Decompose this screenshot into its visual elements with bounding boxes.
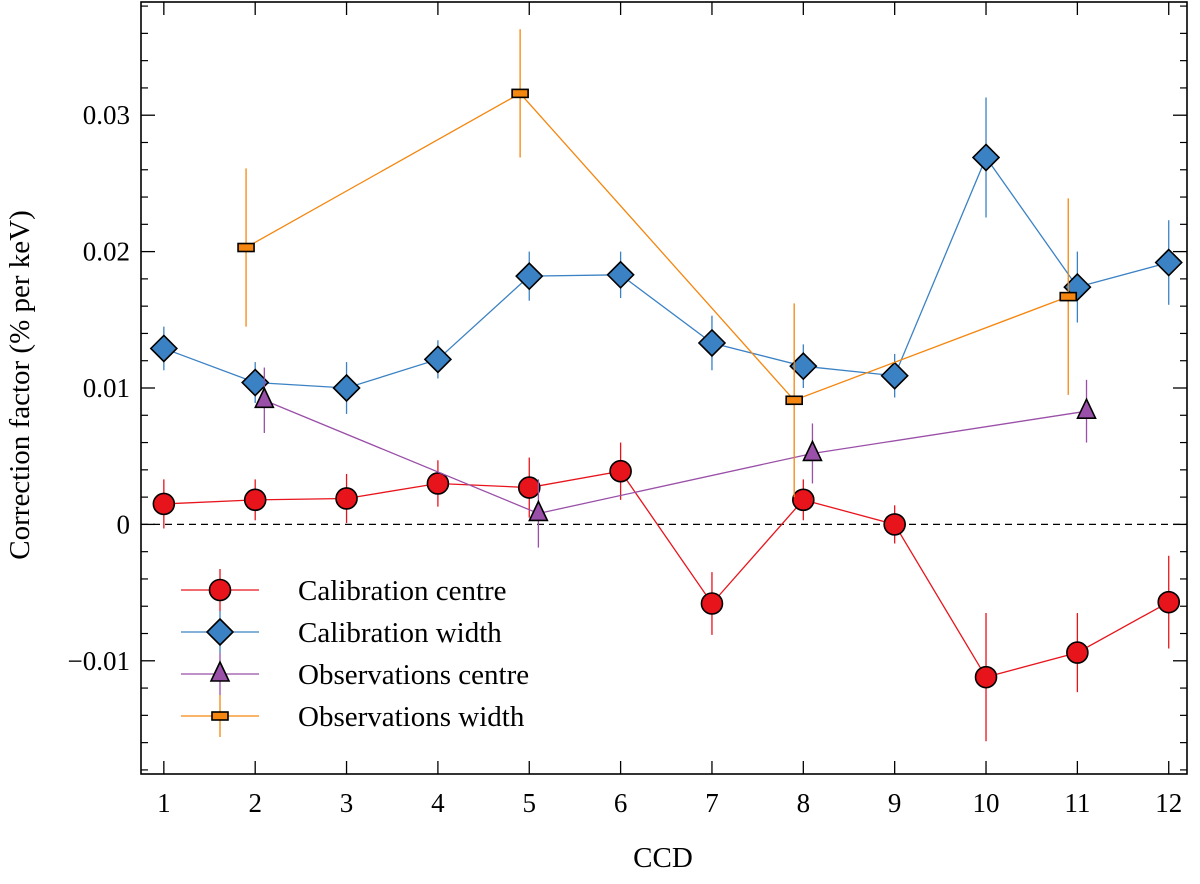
data-point (243, 488, 267, 512)
series-layer (149, 29, 1183, 742)
x-tick-label: 11 (1064, 788, 1090, 818)
x-tick-label: 10 (973, 788, 1000, 818)
legend-entry-1: Calibration centre (181, 569, 507, 611)
y-axis-label: Correction factor (% per keV) (4, 210, 36, 559)
data-point (423, 345, 453, 374)
data-point (511, 88, 529, 99)
x-tick-label: 2 (248, 788, 262, 818)
y-tick-label: 0.03 (83, 100, 130, 130)
series-line (264, 399, 1087, 515)
data-point (515, 262, 544, 291)
series-line (163, 156, 1169, 389)
data-point (792, 488, 815, 512)
legend-marker (208, 578, 232, 602)
y-tick-label: 0.01 (83, 373, 130, 403)
legend-marker (209, 660, 231, 682)
legend-marker (211, 711, 229, 721)
data-point (517, 476, 541, 499)
x-tick-label: 5 (523, 788, 537, 818)
x-tick-label: 4 (431, 788, 445, 818)
x-tick-label: 6 (614, 788, 628, 818)
data-point (974, 665, 998, 689)
data-point (785, 395, 803, 406)
data-point (335, 487, 358, 510)
y-tick-label: 0.02 (83, 237, 130, 267)
data-point (883, 513, 906, 536)
series-line (245, 92, 1069, 402)
x-axis-label: CCD (633, 842, 693, 874)
x-tick-label: 7 (705, 788, 719, 818)
data-point (880, 361, 909, 390)
x-tick-label: 3 (340, 788, 354, 818)
legend-label: Calibration width (298, 617, 502, 649)
data-point (1157, 590, 1181, 614)
data-point (700, 592, 724, 615)
x-tick-label: 12 (1155, 788, 1182, 818)
legend-label: Observations width (298, 701, 525, 733)
data-point (528, 499, 549, 522)
data-point (152, 492, 176, 516)
data-point (1076, 397, 1097, 419)
legend-entry-2: Calibration width (181, 611, 502, 653)
data-point (609, 459, 632, 483)
data-point (1154, 248, 1183, 277)
x-tick-label: 9 (888, 788, 902, 818)
legend-label: Observations centre (298, 659, 529, 691)
data-point (332, 373, 361, 403)
legend-entry-3: Observations centre (181, 653, 529, 695)
data-point (254, 386, 275, 409)
data-point (237, 242, 255, 253)
y-tick-label: 0 (117, 509, 131, 539)
legend-label: Calibration centre (298, 575, 507, 607)
series-4 (237, 29, 1078, 498)
series-1 (152, 442, 1181, 742)
data-point (149, 334, 178, 363)
data-point (802, 439, 823, 462)
x-tick-label: 8 (797, 788, 811, 818)
data-point (606, 260, 635, 289)
legend: Calibration centre Calibration width Obser… (181, 569, 529, 737)
data-point (697, 328, 727, 358)
series-line (163, 470, 1170, 678)
legend-marker (205, 617, 235, 647)
data-point (1066, 641, 1089, 664)
data-point (426, 472, 450, 495)
legend-entry-4: Observations width (181, 695, 525, 737)
series-3 (254, 367, 1097, 548)
data-point (971, 143, 1001, 172)
series-2 (149, 97, 1183, 414)
x-tick-label: 1 (157, 788, 171, 818)
y-tick-label: −0.01 (68, 646, 130, 676)
data-point (1059, 291, 1078, 302)
